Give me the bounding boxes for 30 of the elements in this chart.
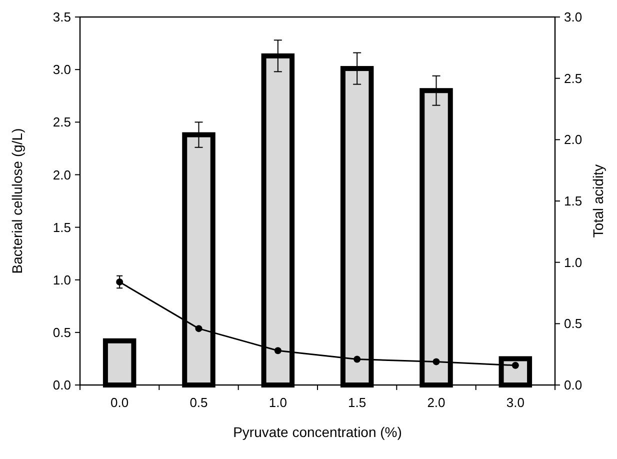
y-tick-label: 2.0 — [52, 167, 71, 182]
y-tick-label: 1.5 — [52, 220, 71, 235]
y-tick-label: 3.5 — [52, 10, 71, 25]
x-tick-label: 0.0 — [110, 395, 129, 410]
y2-tick-label: 0.5 — [564, 316, 582, 332]
y-tick-label: 2.5 — [52, 114, 71, 130]
point — [354, 356, 361, 363]
y2-tick-label: 2.5 — [564, 70, 582, 86]
point — [195, 325, 202, 332]
y-tick-label: 1.0 — [52, 272, 71, 288]
x-axis-title: Pyruvate concentration (%) — [233, 424, 402, 440]
x-tick-label: 0.5 — [190, 395, 208, 410]
y2-tick-label: 3.0 — [564, 10, 582, 25]
y2-tick-label: 0.0 — [564, 378, 582, 393]
point — [116, 278, 124, 286]
point — [274, 347, 282, 354]
point — [512, 362, 519, 369]
y-axis-title: Bacterial cellulose (g/L) — [9, 128, 25, 274]
x-tick-label: 1.0 — [268, 395, 287, 410]
x-tick-label: 1.5 — [348, 395, 366, 410]
y2-axis-title: Total acidity — [590, 164, 606, 238]
y2-tick-label: 2.0 — [564, 132, 582, 148]
y2-tick-label: 1.5 — [564, 194, 582, 209]
y-tick-label: 0.0 — [52, 378, 71, 393]
y-tick-label: 0.5 — [52, 324, 71, 340]
x-tick-label: 3.0 — [506, 395, 524, 410]
x-tick-label: 2.0 — [427, 395, 446, 410]
y-tick-label: 3.0 — [52, 62, 71, 78]
y2-tick-label: 1.0 — [564, 254, 582, 270]
point — [432, 358, 440, 366]
